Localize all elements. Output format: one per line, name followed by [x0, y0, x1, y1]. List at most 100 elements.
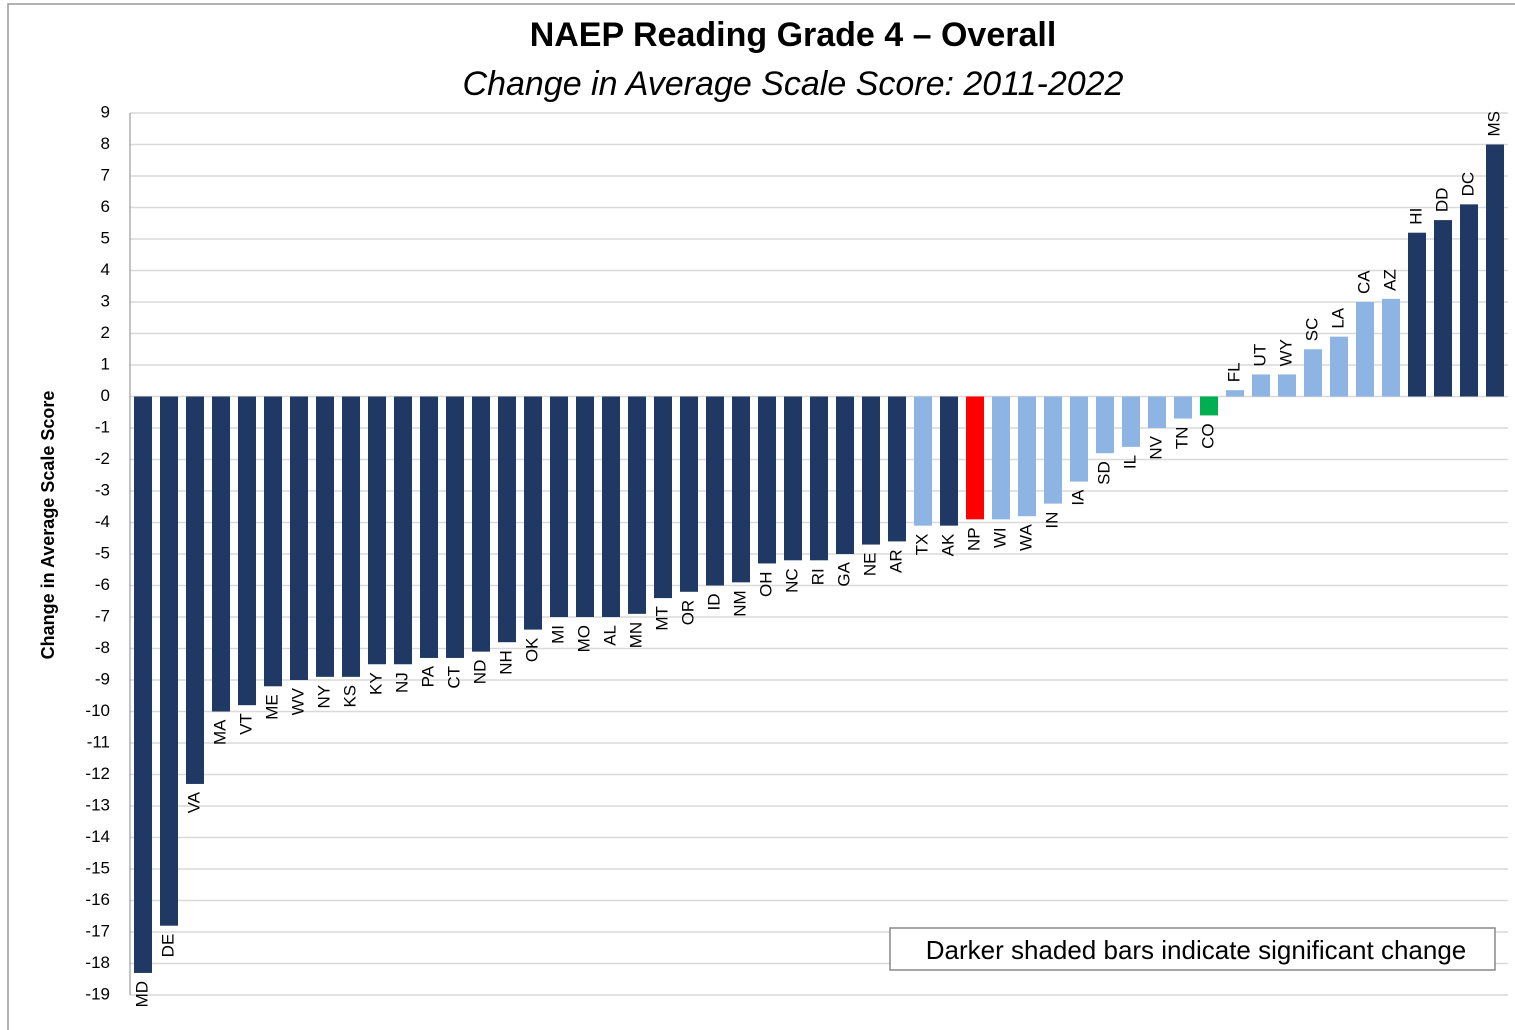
y-tick-label: -3	[95, 480, 110, 499]
category-label: LA	[1328, 307, 1347, 328]
bar	[550, 396, 568, 617]
bar	[1070, 396, 1088, 482]
chart-border	[7, 3, 1515, 1030]
category-label: TX	[912, 534, 931, 556]
y-tick-label: -17	[85, 921, 110, 940]
y-axis-label: Change in Average Scale Score	[38, 391, 58, 660]
bar	[576, 396, 594, 617]
bar	[394, 396, 412, 665]
y-tick-label: 4	[101, 260, 110, 279]
category-label: IN	[1042, 512, 1061, 529]
category-label: NJ	[392, 672, 411, 693]
bar	[966, 396, 984, 520]
bar	[1096, 396, 1114, 454]
category-label: AZ	[1380, 269, 1399, 291]
bar	[732, 396, 750, 583]
bar	[1252, 374, 1270, 397]
category-label: KS	[340, 685, 359, 708]
bar	[992, 396, 1010, 520]
chart-title: NAEP Reading Grade 4 – Overall	[530, 16, 1057, 54]
category-label: WI	[990, 527, 1009, 548]
bar	[836, 396, 854, 554]
y-tick-label: 6	[101, 197, 110, 216]
bar	[1122, 396, 1140, 447]
bar	[498, 396, 516, 643]
chart-subtitle: Change in Average Scale Score: 2011-2022	[463, 65, 1124, 103]
category-label: ID	[704, 594, 723, 611]
y-tick-label: 2	[101, 323, 110, 342]
category-label: WA	[1016, 524, 1035, 551]
bar	[1330, 336, 1348, 397]
bar	[940, 396, 958, 526]
bar	[264, 396, 282, 687]
bar	[810, 396, 828, 561]
bar	[1174, 396, 1192, 419]
category-label: NY	[314, 685, 333, 709]
y-tick-label: -7	[95, 606, 110, 625]
y-tick-label: -13	[85, 795, 110, 814]
y-tick-label: -16	[85, 890, 110, 909]
bar	[446, 396, 464, 658]
y-tick-label: 3	[101, 291, 110, 310]
bar	[134, 396, 152, 973]
bar	[1148, 396, 1166, 428]
category-label: WV	[288, 687, 307, 715]
bar	[368, 396, 386, 665]
y-tick-label: -5	[95, 543, 110, 562]
y-tick-label: 0	[101, 386, 110, 405]
bar	[1018, 396, 1036, 517]
bar	[654, 396, 672, 599]
y-tick-label: -14	[85, 827, 110, 846]
bar	[784, 396, 802, 561]
category-label: NC	[782, 568, 801, 593]
category-label: MO	[574, 625, 593, 652]
bar	[1304, 349, 1322, 397]
bar	[1044, 396, 1062, 504]
category-label: PA	[418, 665, 437, 687]
category-label: WY	[1276, 339, 1295, 366]
category-label: MI	[548, 625, 567, 644]
category-label: VT	[236, 713, 255, 735]
category-label: IA	[1068, 489, 1087, 506]
bar	[680, 396, 698, 592]
category-label: KY	[366, 672, 385, 695]
category-label: RI	[808, 568, 827, 585]
y-tick-label: 7	[101, 165, 110, 184]
category-label: NE	[860, 553, 879, 577]
bar	[1226, 390, 1244, 397]
category-label: OH	[756, 571, 775, 597]
category-label: AL	[600, 625, 619, 646]
bar	[602, 396, 620, 617]
category-label: MN	[626, 622, 645, 648]
category-label: NV	[1146, 435, 1165, 459]
y-tick-label: 5	[101, 228, 110, 247]
y-tick-label: -1	[95, 417, 110, 436]
category-label: MS	[1484, 111, 1503, 137]
category-label: MA	[210, 719, 229, 745]
category-label: DD	[1432, 188, 1451, 213]
category-label: NH	[496, 650, 515, 675]
category-label: DC	[1458, 172, 1477, 197]
bar	[914, 396, 932, 526]
y-tick-label: 9	[101, 102, 110, 121]
bar	[160, 396, 178, 926]
category-label: NP	[964, 527, 983, 551]
y-tick-label: -10	[85, 701, 110, 720]
bar	[1434, 220, 1452, 397]
y-tick-label: -15	[85, 858, 110, 877]
y-tick-label: -18	[85, 953, 110, 972]
bar	[342, 396, 360, 677]
bar	[758, 396, 776, 564]
y-tick-label: -9	[95, 669, 110, 688]
bar	[472, 396, 490, 652]
annotation-box	[889, 927, 1496, 971]
y-tick-label: -6	[95, 575, 110, 594]
bar	[862, 396, 880, 545]
bar	[1486, 144, 1504, 397]
bar	[1382, 298, 1400, 397]
category-label: ND	[470, 660, 489, 685]
category-label: SC	[1302, 318, 1321, 342]
bars	[134, 144, 1504, 973]
bar	[238, 396, 256, 706]
